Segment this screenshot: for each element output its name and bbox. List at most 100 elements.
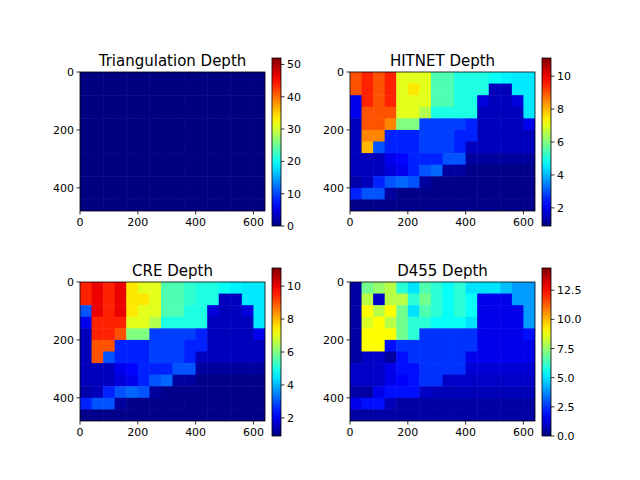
cell xyxy=(161,107,173,119)
cell xyxy=(523,317,535,329)
cell xyxy=(253,363,265,375)
cell xyxy=(242,317,254,329)
y-tick xyxy=(347,397,351,398)
cell xyxy=(454,199,466,211)
cell xyxy=(115,317,127,329)
cell xyxy=(138,130,150,142)
cell xyxy=(80,282,92,294)
cell xyxy=(396,165,408,177)
cell xyxy=(443,386,455,398)
cell xyxy=(138,294,150,306)
cell xyxy=(443,72,455,84)
cell xyxy=(466,142,478,154)
colorbar-tick-label: 40 xyxy=(287,91,301,104)
cell xyxy=(454,176,466,188)
cell xyxy=(362,84,374,96)
cell xyxy=(92,375,104,387)
cell xyxy=(138,340,150,352)
cell xyxy=(350,95,362,107)
cell xyxy=(149,107,161,119)
cell xyxy=(466,328,478,340)
cell xyxy=(161,340,173,352)
cell xyxy=(219,188,231,200)
cell xyxy=(253,153,265,165)
cell xyxy=(138,142,150,154)
cell xyxy=(253,317,265,329)
cell xyxy=(115,188,127,200)
cell xyxy=(373,188,385,200)
cell xyxy=(373,409,385,421)
cell xyxy=(253,107,265,119)
cell xyxy=(350,352,362,364)
cell xyxy=(500,375,512,387)
colorbar-tick-label: 2.5 xyxy=(557,401,575,414)
cell xyxy=(207,352,219,364)
cell xyxy=(477,199,489,211)
cell xyxy=(396,282,408,294)
cell xyxy=(80,130,92,142)
cell xyxy=(149,305,161,317)
cell xyxy=(196,72,208,84)
cell xyxy=(408,294,420,306)
cell xyxy=(512,305,524,317)
cell xyxy=(115,282,127,294)
cell xyxy=(138,95,150,107)
x-tick xyxy=(195,211,196,215)
cell xyxy=(477,305,489,317)
cell xyxy=(149,340,161,352)
cell xyxy=(385,352,397,364)
cell xyxy=(419,107,431,119)
cell xyxy=(373,153,385,165)
cell xyxy=(523,84,535,96)
cell xyxy=(454,107,466,119)
cell xyxy=(173,95,185,107)
cell xyxy=(80,95,92,107)
cell xyxy=(161,282,173,294)
cell xyxy=(92,107,104,119)
cell xyxy=(230,317,242,329)
cell xyxy=(408,340,420,352)
cell xyxy=(408,130,420,142)
cell xyxy=(149,352,161,364)
y-tick xyxy=(77,187,81,188)
cell xyxy=(230,398,242,410)
cell xyxy=(184,107,196,119)
cell xyxy=(512,199,524,211)
cell xyxy=(419,142,431,154)
cell xyxy=(126,118,138,130)
cell xyxy=(419,386,431,398)
cell xyxy=(385,199,397,211)
cell xyxy=(373,328,385,340)
colorbar-tick xyxy=(281,96,285,97)
cell xyxy=(115,95,127,107)
y-tick-label: 200 xyxy=(323,124,344,137)
cell xyxy=(373,142,385,154)
colorbar-tick-label: 10 xyxy=(557,70,571,83)
cell xyxy=(207,153,219,165)
cell xyxy=(408,317,420,329)
cell xyxy=(489,317,501,329)
cell xyxy=(207,282,219,294)
x-tick-label: 200 xyxy=(127,216,148,229)
cell xyxy=(373,72,385,84)
cell xyxy=(173,130,185,142)
cell xyxy=(362,188,374,200)
cell xyxy=(80,118,92,130)
y-tick xyxy=(77,339,81,340)
cell xyxy=(500,409,512,421)
cell xyxy=(477,118,489,130)
cell xyxy=(431,317,443,329)
y-tick xyxy=(77,129,81,130)
colorbar-tick-label: 6 xyxy=(287,346,294,359)
cell xyxy=(103,142,115,154)
cell xyxy=(92,153,104,165)
cell xyxy=(431,398,443,410)
cell xyxy=(512,352,524,364)
cell xyxy=(161,305,173,317)
cell xyxy=(350,398,362,410)
cell xyxy=(431,409,443,421)
cell xyxy=(92,118,104,130)
cell xyxy=(431,363,443,375)
cell xyxy=(385,176,397,188)
cell xyxy=(242,328,254,340)
